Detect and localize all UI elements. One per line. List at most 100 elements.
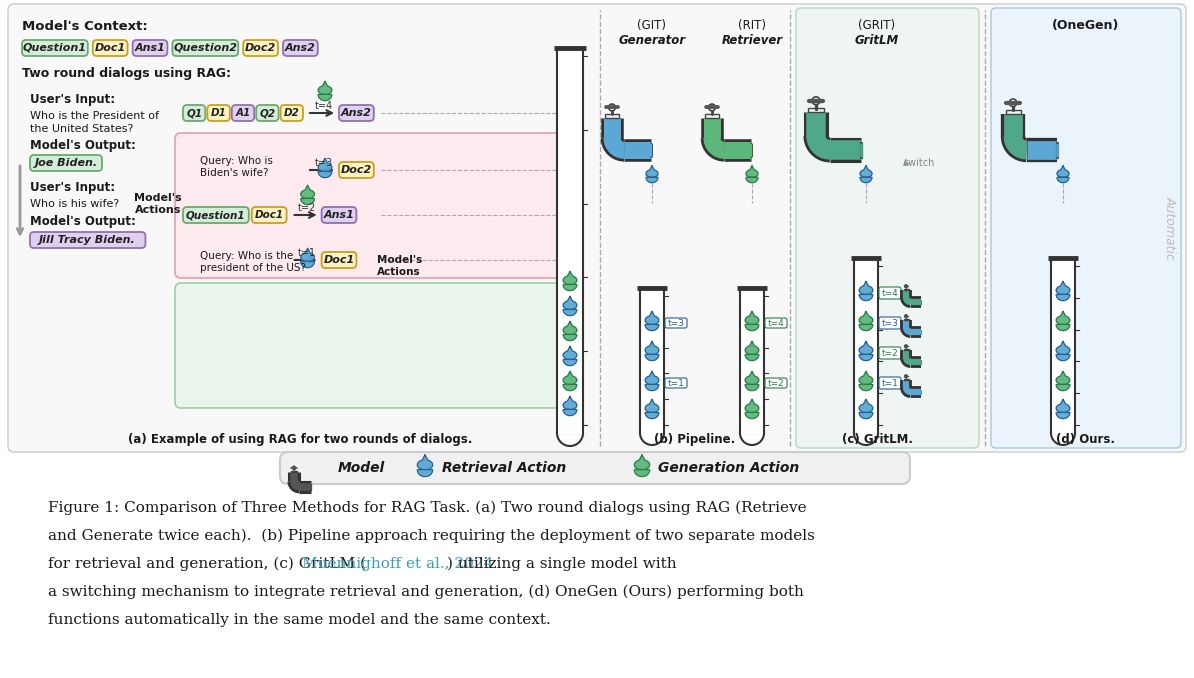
- Text: Doc2: Doc2: [245, 43, 276, 53]
- Circle shape: [609, 104, 615, 111]
- Bar: [1005, 110, 1021, 114]
- Text: ) utilizing a single model with: ) utilizing a single model with: [448, 557, 677, 571]
- Bar: [291, 471, 297, 473]
- Text: the United States?: the United States?: [30, 124, 134, 134]
- Text: (RIT): (RIT): [738, 20, 767, 33]
- Text: t=2: t=2: [768, 378, 784, 388]
- FancyBboxPatch shape: [796, 8, 979, 448]
- Text: (OneGen): (OneGen): [1052, 20, 1120, 33]
- Polygon shape: [860, 311, 873, 331]
- FancyBboxPatch shape: [183, 207, 248, 223]
- Polygon shape: [301, 248, 314, 268]
- FancyBboxPatch shape: [21, 40, 88, 56]
- Text: D1: D1: [210, 108, 227, 118]
- Text: (c) GritLM.: (c) GritLM.: [842, 433, 912, 447]
- FancyBboxPatch shape: [176, 283, 565, 408]
- Polygon shape: [634, 455, 650, 477]
- Bar: [558, 429, 583, 434]
- Text: t=4: t=4: [315, 101, 333, 111]
- Circle shape: [293, 466, 295, 469]
- Text: (a) Example of using RAG for two rounds of dialogs.: (a) Example of using RAG for two rounds …: [128, 433, 472, 447]
- FancyBboxPatch shape: [252, 207, 287, 223]
- FancyBboxPatch shape: [30, 232, 146, 248]
- Text: Query: Who is the: Query: Who is the: [201, 251, 294, 261]
- Text: Who is the President of: Who is the President of: [30, 111, 159, 121]
- Wedge shape: [556, 433, 583, 446]
- Text: Biden's wife?: Biden's wife?: [201, 168, 269, 178]
- Bar: [855, 429, 878, 434]
- Text: Jill Tracy Biden.: Jill Tracy Biden.: [39, 235, 136, 245]
- Text: Who is his wife?: Who is his wife?: [30, 199, 119, 209]
- FancyBboxPatch shape: [339, 162, 374, 178]
- Text: t=1: t=1: [667, 378, 684, 388]
- Polygon shape: [564, 397, 577, 416]
- Bar: [904, 378, 909, 380]
- FancyBboxPatch shape: [30, 155, 101, 171]
- FancyBboxPatch shape: [991, 8, 1181, 448]
- Polygon shape: [860, 281, 873, 300]
- Text: t=4: t=4: [768, 319, 784, 327]
- Text: Ans1: Ans1: [135, 43, 166, 53]
- Text: Muennighoff et al., 2024: Muennighoff et al., 2024: [302, 557, 493, 571]
- FancyBboxPatch shape: [665, 318, 687, 328]
- FancyBboxPatch shape: [183, 105, 205, 121]
- Text: Retrieval Action: Retrieval Action: [442, 461, 566, 475]
- Text: for retrieval and generation, (c) GritLM (: for retrieval and generation, (c) GritLM…: [48, 557, 367, 571]
- Circle shape: [905, 315, 907, 317]
- FancyBboxPatch shape: [257, 105, 278, 121]
- Bar: [1052, 429, 1075, 434]
- Text: User's Input:: User's Input:: [30, 182, 115, 195]
- Text: t=1: t=1: [881, 378, 898, 388]
- Text: Joe Biden.: Joe Biden.: [35, 158, 98, 168]
- Polygon shape: [745, 342, 759, 361]
- Text: Ans2: Ans2: [285, 43, 316, 53]
- Text: A1: A1: [235, 108, 251, 118]
- Polygon shape: [1057, 281, 1070, 300]
- Bar: [740, 429, 763, 434]
- Polygon shape: [564, 296, 577, 315]
- FancyBboxPatch shape: [339, 105, 374, 121]
- Text: Question1: Question1: [186, 210, 246, 220]
- Bar: [706, 113, 719, 118]
- Circle shape: [905, 345, 907, 348]
- FancyBboxPatch shape: [765, 318, 787, 328]
- Text: Generation Action: Generation Action: [658, 461, 799, 475]
- Text: president of the US?: president of the US?: [201, 263, 306, 273]
- Polygon shape: [860, 399, 873, 418]
- Text: Figure 1: Comparison of Three Methods for RAG Task. (a) Two round dialogs using : Figure 1: Comparison of Three Methods fo…: [48, 501, 807, 515]
- Circle shape: [1009, 99, 1017, 106]
- Bar: [556, 48, 583, 433]
- FancyBboxPatch shape: [765, 378, 787, 388]
- Text: t=2: t=2: [881, 348, 898, 357]
- Wedge shape: [740, 433, 764, 445]
- Polygon shape: [745, 311, 759, 331]
- Bar: [808, 108, 824, 113]
- Text: and Generate twice each).  (b) Pipeline approach requiring the deployment of two: and Generate twice each). (b) Pipeline a…: [48, 529, 814, 543]
- Wedge shape: [854, 433, 878, 445]
- FancyBboxPatch shape: [172, 40, 238, 56]
- Polygon shape: [1057, 342, 1070, 361]
- Text: Q2: Q2: [259, 108, 276, 118]
- Bar: [1051, 258, 1075, 433]
- Polygon shape: [564, 321, 577, 340]
- Text: Model's Context:: Model's Context:: [21, 20, 148, 33]
- FancyBboxPatch shape: [232, 105, 254, 121]
- FancyBboxPatch shape: [176, 133, 565, 278]
- Bar: [904, 289, 909, 290]
- Polygon shape: [745, 372, 759, 391]
- Text: D2: D2: [284, 108, 300, 118]
- Polygon shape: [745, 399, 759, 418]
- Text: Ans1: Ans1: [324, 210, 355, 220]
- Text: Question2: Question2: [173, 43, 238, 53]
- Text: Model's Output:: Model's Output:: [30, 214, 136, 228]
- Text: (b) Pipeline.: (b) Pipeline.: [654, 433, 736, 447]
- FancyBboxPatch shape: [93, 40, 128, 56]
- Text: Ans2: Ans2: [341, 108, 371, 118]
- Text: Actions: Actions: [135, 205, 181, 215]
- Text: Model's Output:: Model's Output:: [30, 140, 136, 153]
- Text: t=3: t=3: [315, 158, 333, 168]
- Bar: [904, 348, 909, 350]
- FancyBboxPatch shape: [283, 40, 318, 56]
- Text: switch: switch: [903, 158, 935, 168]
- Text: Query: Who is: Query: Who is: [201, 156, 273, 166]
